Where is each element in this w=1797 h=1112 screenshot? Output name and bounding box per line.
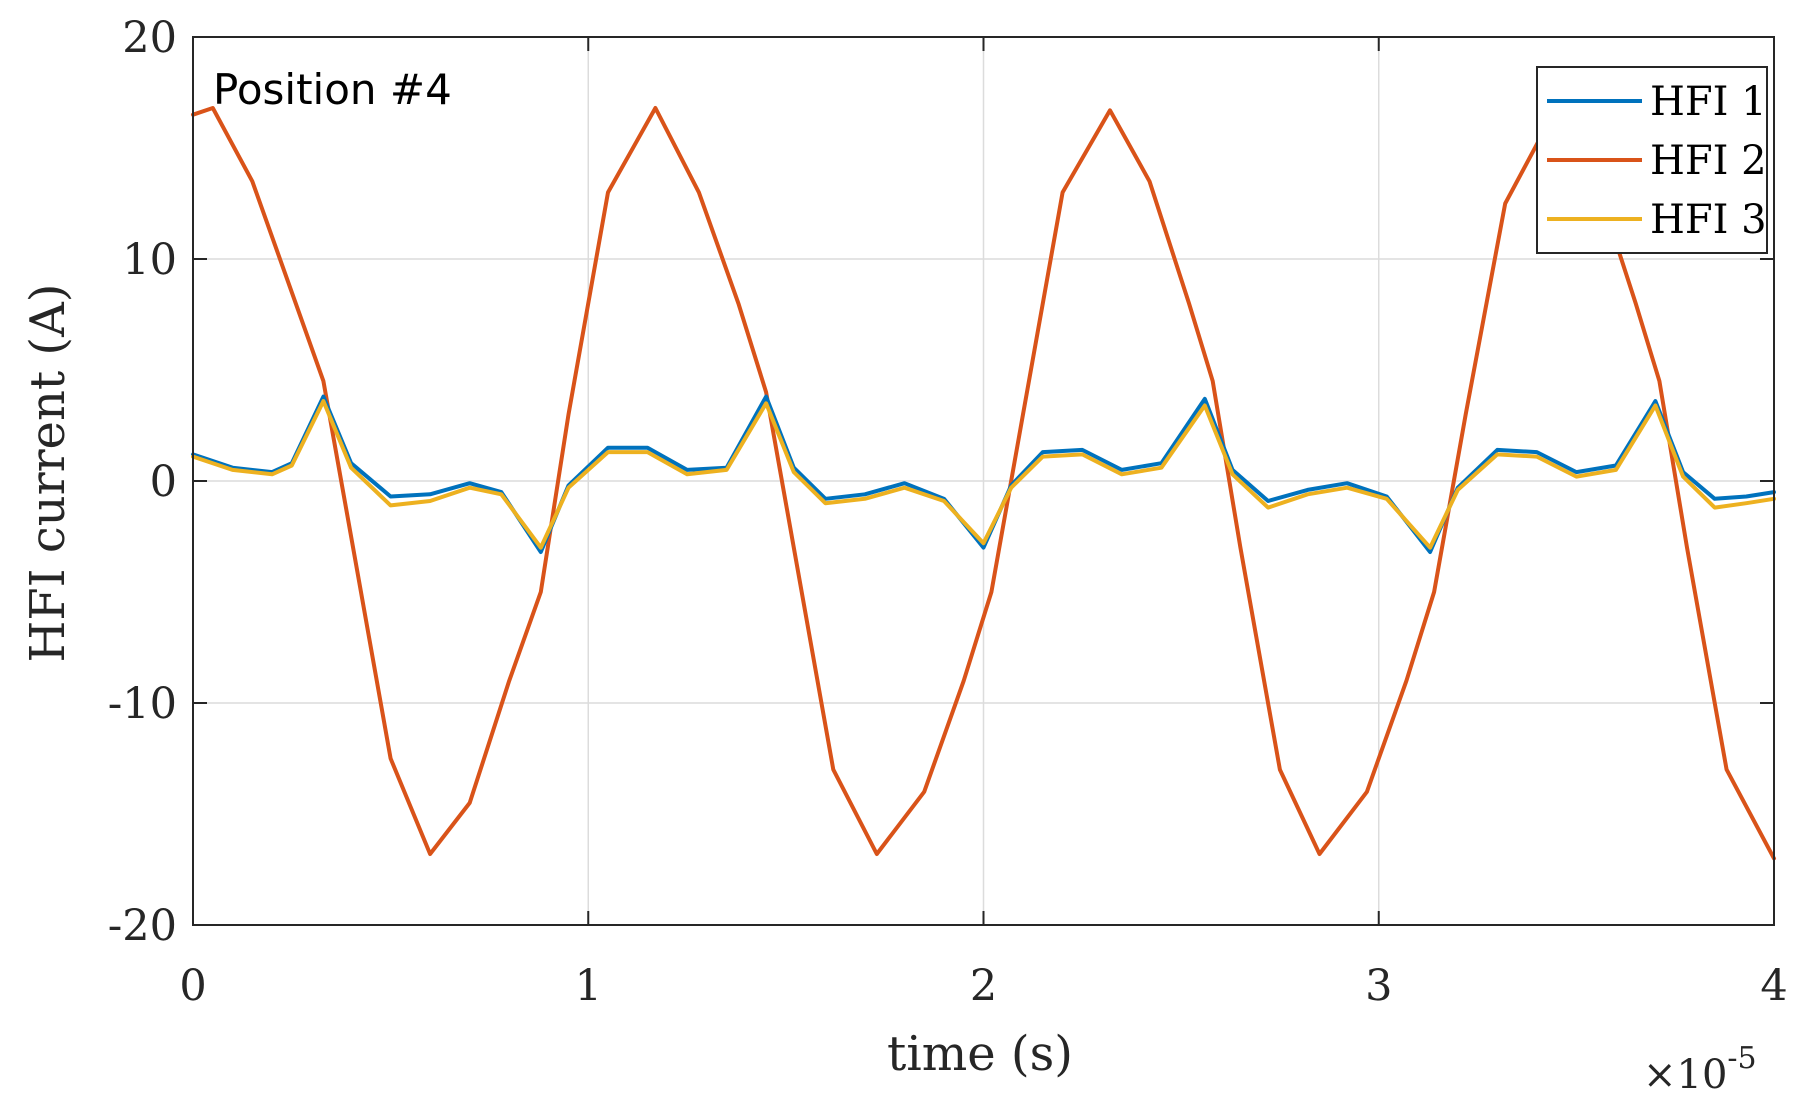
- x-exponent-power: -5: [1727, 1041, 1756, 1076]
- legend: HFI 1 HFI 2 HFI 3: [1536, 66, 1768, 254]
- x-tick-label: 3: [1365, 961, 1392, 1011]
- axis-tick-labels: 0 1 2 3 4 -20 -10 0 10 20: [108, 13, 1788, 1011]
- x-tick-label: 2: [970, 961, 997, 1011]
- y-tick-label: -10: [108, 679, 177, 729]
- x-exponent: ×10-5: [1643, 1041, 1757, 1098]
- legend-label-3: HFI 3: [1650, 197, 1767, 243]
- series-line-hfi-3: [191, 399, 1776, 550]
- series-lines: [191, 106, 1776, 861]
- x-exponent-prefix: ×10: [1643, 1052, 1727, 1098]
- y-tick-label: -20: [108, 901, 177, 951]
- legend-label-2: HFI 2: [1650, 138, 1767, 184]
- y-axis-label: HFI current (A): [20, 283, 76, 662]
- legend-label-1: HFI 1: [1650, 79, 1767, 125]
- x-axis-label: time (s): [887, 1026, 1073, 1082]
- axis-ticks: [192, 36, 1775, 926]
- y-tick-label: 10: [122, 235, 177, 285]
- x-tick-label: 0: [179, 961, 206, 1011]
- series-line-hfi-2: [191, 106, 1776, 861]
- y-tick-label: 20: [122, 13, 177, 63]
- y-tick-label: 0: [150, 457, 177, 507]
- x-tick-label: 1: [575, 961, 602, 1011]
- x-tick-label: 4: [1760, 961, 1787, 1011]
- series-line-hfi-1: [191, 394, 1776, 554]
- position-annotation: Position #4: [213, 65, 452, 114]
